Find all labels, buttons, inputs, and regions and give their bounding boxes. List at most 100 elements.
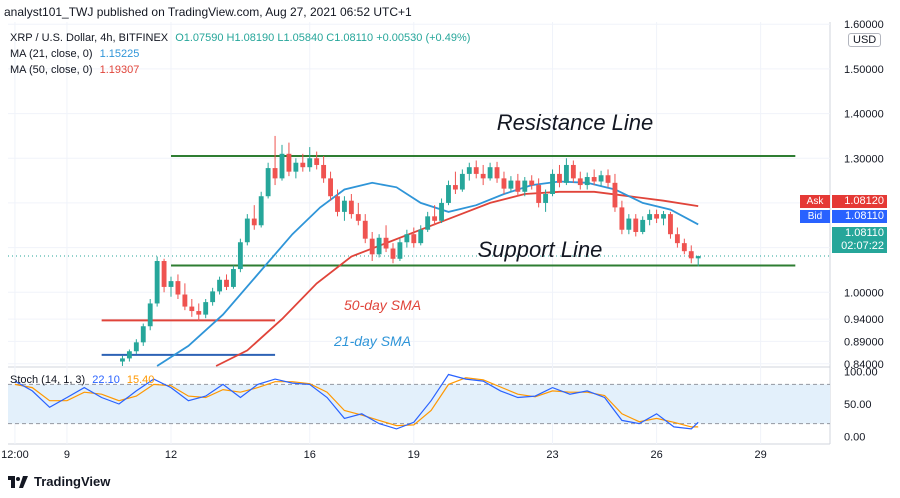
candle xyxy=(688,245,694,264)
candle xyxy=(473,160,479,179)
stoch-label: Stoch (14, 1, 3) xyxy=(10,374,86,386)
ma50-legend[interactable]: MA (50, close, 0) 1.19307 xyxy=(10,64,139,76)
candle-body xyxy=(369,238,375,255)
candle-body xyxy=(439,202,444,221)
candle-body xyxy=(140,326,146,343)
candle-body xyxy=(168,281,174,287)
candle-body xyxy=(182,294,188,307)
publisher-line: analyst101_TWJ published on TradingView.… xyxy=(4,5,412,19)
price-tick-label: 1.60000 xyxy=(844,19,884,31)
candle xyxy=(335,189,340,217)
candle xyxy=(404,229,410,248)
candle-body xyxy=(175,281,181,295)
candle-body xyxy=(279,153,285,179)
candle-body xyxy=(189,306,195,312)
candle xyxy=(466,162,472,181)
ma21-legend[interactable]: MA (21, close, 0) 1.15225 xyxy=(10,48,139,60)
stochastic-pane xyxy=(8,373,830,430)
candle-body xyxy=(432,216,438,221)
candle xyxy=(251,205,257,230)
candle xyxy=(133,339,139,354)
candle-body xyxy=(536,185,542,203)
candle-body xyxy=(362,220,368,239)
candle-body xyxy=(633,218,639,232)
symbol-legend[interactable]: XRP / U.S. Dollar, 4h, BITFINEX O1.07590… xyxy=(10,32,470,44)
currency-badge[interactable]: USD xyxy=(848,33,882,47)
candle-body xyxy=(154,261,160,304)
candle xyxy=(674,227,680,248)
ohlc-values: O1.07590 H1.08190 L1.05840 C1.08110 +0.0… xyxy=(175,32,471,44)
bid-tag-label: Bid xyxy=(800,210,830,223)
candle-body xyxy=(265,168,271,197)
candle-body xyxy=(550,173,555,194)
stoch-k-value: 22.10 xyxy=(92,374,120,386)
time-tick-label: 19 xyxy=(408,449,420,461)
candle-body xyxy=(522,180,528,192)
candle xyxy=(446,180,451,206)
candle xyxy=(140,323,146,346)
last-price-tag: 1.08110 xyxy=(832,227,887,240)
candle xyxy=(584,172,590,190)
candle-body xyxy=(348,200,354,215)
resistance-label: Resistance Line xyxy=(497,110,654,135)
stoch-tick-label: 0.00 xyxy=(844,432,865,444)
candle xyxy=(307,147,313,172)
candle-body xyxy=(300,162,306,168)
price-tick-label: 0.89000 xyxy=(844,336,884,348)
candle-body xyxy=(605,175,611,183)
candle xyxy=(279,144,285,181)
candle-body xyxy=(231,269,236,287)
candle-body xyxy=(411,234,417,244)
candle-body xyxy=(251,218,257,226)
candle xyxy=(480,164,486,186)
candle-body xyxy=(515,180,521,192)
candle xyxy=(661,210,666,226)
candle-body xyxy=(404,234,410,243)
candle xyxy=(147,298,153,331)
time-axis[interactable]: 12:00 9 12 16 19 23 26 29 xyxy=(1,449,767,461)
time-tick-label: 26 xyxy=(650,449,662,461)
price-tick-label: 0.84000 xyxy=(844,359,884,371)
candle xyxy=(452,171,458,194)
candle-body xyxy=(210,291,216,303)
stoch-legend[interactable]: Stoch (14, 1, 3) 22.10 15.40 xyxy=(10,374,154,386)
candle xyxy=(286,142,292,177)
candle-body xyxy=(237,242,243,270)
countdown-tag: 02:07:22 xyxy=(832,240,887,253)
candle xyxy=(348,194,354,219)
candle xyxy=(196,303,202,322)
candle xyxy=(265,162,271,199)
candle-body xyxy=(418,229,424,244)
ask-tag-label: Ask xyxy=(800,195,830,208)
candle-body xyxy=(494,167,500,179)
ma50-label: MA (50, close, 0) xyxy=(10,64,93,76)
bid-price-tag: 1.08110 xyxy=(832,210,887,223)
candle-body xyxy=(203,302,209,315)
moving-average-lines xyxy=(156,180,699,367)
candle-body xyxy=(335,196,340,212)
sma21-label: 21-day SMA xyxy=(333,333,411,349)
candle-body xyxy=(224,279,229,287)
candlestick-series xyxy=(120,135,701,366)
candle xyxy=(647,209,653,226)
candle-body xyxy=(557,173,562,183)
candle-body xyxy=(147,303,153,327)
candle xyxy=(411,227,417,248)
candle xyxy=(536,178,542,208)
candle-body xyxy=(647,214,653,220)
candle xyxy=(300,153,306,172)
candle-body xyxy=(598,175,604,182)
candle xyxy=(432,205,438,226)
candle-body xyxy=(390,248,396,259)
candle xyxy=(654,209,660,224)
candle-body xyxy=(487,167,493,179)
candle-body xyxy=(196,311,202,315)
tradingview-brand[interactable]: TradingView xyxy=(34,474,111,489)
ask-price-tag: 1.08120 xyxy=(832,195,887,208)
candle xyxy=(126,349,132,362)
candle xyxy=(376,234,382,258)
candle-body xyxy=(328,178,333,197)
candle-body xyxy=(591,177,597,182)
candle-body xyxy=(612,182,618,208)
